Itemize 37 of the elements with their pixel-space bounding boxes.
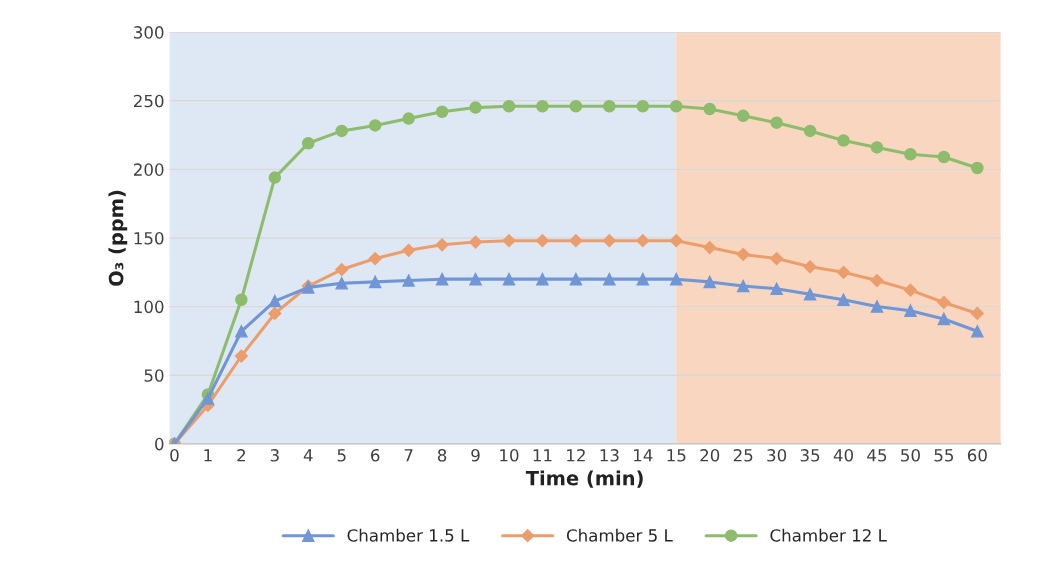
x-tick-label: 14 (634, 449, 653, 462)
x-tick-label: 55 (934, 449, 954, 462)
x-tick-label: 30 (767, 449, 787, 462)
x-tick-label: 10 (500, 449, 519, 462)
x-tick-label: 8 (437, 449, 447, 462)
y-tick-label: 150 (134, 231, 164, 245)
x-tick-label: 12 (567, 449, 585, 462)
legend-label: Chamber 1.5 L (347, 528, 470, 542)
x-tick-label: 11 (533, 449, 552, 462)
x-tick-label: 6 (371, 449, 380, 462)
y-axis-title: O₃ (ppm) (108, 190, 128, 286)
y-tick-label: 300 (134, 26, 164, 39)
x-tick-label: 0 (170, 449, 179, 462)
x-tick-label: 20 (700, 449, 720, 462)
x-tick-label: 15 (667, 449, 686, 462)
x-tick-label: 4 (303, 449, 313, 462)
x-tick-label: 2 (237, 449, 245, 462)
y-tick-label: 100 (134, 300, 164, 314)
y-tick-label: 0 (155, 437, 164, 451)
x-tick-label: 9 (471, 449, 480, 462)
x-tick-label: 13 (600, 449, 619, 462)
x-tick-label: 60 (967, 449, 987, 462)
x-tick-label: 7 (404, 449, 413, 462)
x-tick-label: 35 (800, 449, 820, 462)
x-tick-label: 5 (337, 449, 346, 462)
legend-label: Chamber 5 L (566, 528, 673, 542)
x-tick-label: 40 (833, 449, 854, 462)
y-tick-label: 200 (133, 163, 164, 176)
x-tick-label: 1 (204, 449, 212, 462)
x-tick-label: 45 (867, 449, 887, 462)
x-axis-title: Time (min) (525, 470, 643, 488)
x-tick-label: 3 (270, 449, 279, 462)
legend-label: Chamber 12 L (770, 528, 887, 542)
x-tick-label: 25 (733, 449, 753, 462)
y-tick-label: 50 (144, 369, 164, 382)
y-tick-label: 250 (133, 94, 164, 108)
x-tick-label: 50 (901, 449, 920, 462)
